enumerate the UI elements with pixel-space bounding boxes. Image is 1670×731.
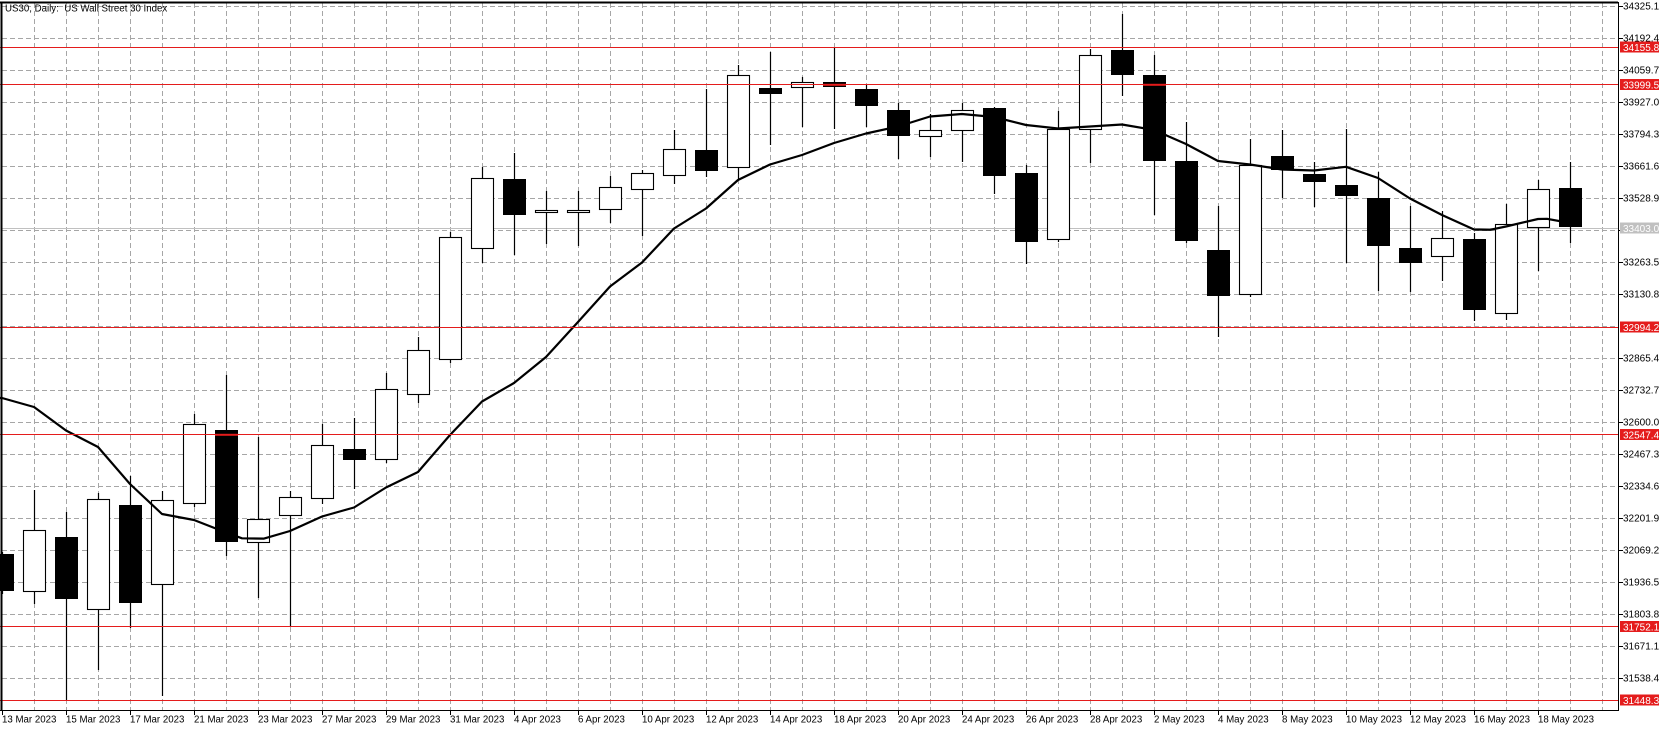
svg-text:34192.4: 34192.4	[1623, 34, 1660, 45]
svg-text:31448.3: 31448.3	[1623, 696, 1660, 707]
svg-text:34325.1: 34325.1	[1623, 2, 1660, 13]
svg-text:29 Mar 2023: 29 Mar 2023	[386, 715, 440, 726]
svg-text:32334.6: 32334.6	[1623, 482, 1660, 493]
svg-text:32201.9: 32201.9	[1623, 514, 1660, 525]
svg-text:28 Apr 2023: 28 Apr 2023	[1090, 715, 1142, 726]
svg-text:16 May 2023: 16 May 2023	[1474, 715, 1530, 726]
svg-text:17 Mar 2023: 17 Mar 2023	[130, 715, 184, 726]
svg-text:33403.0: 33403.0	[1623, 224, 1660, 235]
svg-text:14 Apr 2023: 14 Apr 2023	[770, 715, 822, 726]
svg-text:27 Mar 2023: 27 Mar 2023	[322, 715, 376, 726]
svg-text:32994.2: 32994.2	[1623, 323, 1660, 334]
svg-text:24 Apr 2023: 24 Apr 2023	[962, 715, 1014, 726]
svg-text:33999.5: 33999.5	[1623, 80, 1660, 91]
svg-text:15 Mar 2023: 15 Mar 2023	[66, 715, 120, 726]
svg-text:31752.1: 31752.1	[1623, 622, 1660, 633]
svg-text:31 Mar 2023: 31 Mar 2023	[450, 715, 504, 726]
svg-text:33927.0: 33927.0	[1623, 98, 1660, 109]
svg-text:33661.6: 33661.6	[1623, 162, 1660, 173]
svg-text:32732.7: 32732.7	[1623, 386, 1660, 397]
svg-text:20 Apr 2023: 20 Apr 2023	[898, 715, 950, 726]
svg-text:32600.0: 32600.0	[1623, 418, 1660, 429]
svg-text:18 May 2023: 18 May 2023	[1538, 715, 1594, 726]
svg-text:US30, Daily: US Wall Street 3: US30, Daily: US Wall Street 30 Index	[5, 4, 167, 15]
svg-text:10 May 2023: 10 May 2023	[1346, 715, 1402, 726]
svg-text:8 May 2023: 8 May 2023	[1282, 715, 1333, 726]
svg-text:12 May 2023: 12 May 2023	[1410, 715, 1466, 726]
svg-text:4 May 2023: 4 May 2023	[1218, 715, 1269, 726]
svg-text:31538.4: 31538.4	[1623, 674, 1660, 685]
svg-text:31803.8: 31803.8	[1623, 610, 1660, 621]
svg-text:4 Apr 2023: 4 Apr 2023	[514, 715, 561, 726]
svg-text:6 Apr 2023: 6 Apr 2023	[578, 715, 625, 726]
svg-text:21 Mar 2023: 21 Mar 2023	[194, 715, 248, 726]
svg-text:33130.8: 33130.8	[1623, 290, 1660, 301]
svg-text:34059.7: 34059.7	[1623, 66, 1660, 77]
svg-text:26 Apr 2023: 26 Apr 2023	[1026, 715, 1078, 726]
svg-text:33794.3: 33794.3	[1623, 130, 1660, 141]
svg-text:33528.9: 33528.9	[1623, 194, 1660, 205]
svg-text:18 Apr 2023: 18 Apr 2023	[834, 715, 886, 726]
svg-text:32865.4: 32865.4	[1623, 354, 1660, 365]
svg-text:2 May 2023: 2 May 2023	[1154, 715, 1205, 726]
svg-text:32547.4: 32547.4	[1623, 430, 1660, 441]
svg-text:33263.5: 33263.5	[1623, 258, 1660, 269]
svg-text:32069.2: 32069.2	[1623, 546, 1660, 557]
svg-text:32467.3: 32467.3	[1623, 450, 1660, 461]
svg-text:23 Mar 2023: 23 Mar 2023	[258, 715, 312, 726]
svg-text:10 Apr 2023: 10 Apr 2023	[642, 715, 694, 726]
svg-text:34155.8: 34155.8	[1623, 43, 1660, 54]
svg-text:31671.1: 31671.1	[1623, 642, 1660, 653]
svg-text:31936.5: 31936.5	[1623, 578, 1660, 589]
svg-text:12 Apr 2023: 12 Apr 2023	[706, 715, 758, 726]
svg-text:13 Mar 2023: 13 Mar 2023	[2, 715, 56, 726]
